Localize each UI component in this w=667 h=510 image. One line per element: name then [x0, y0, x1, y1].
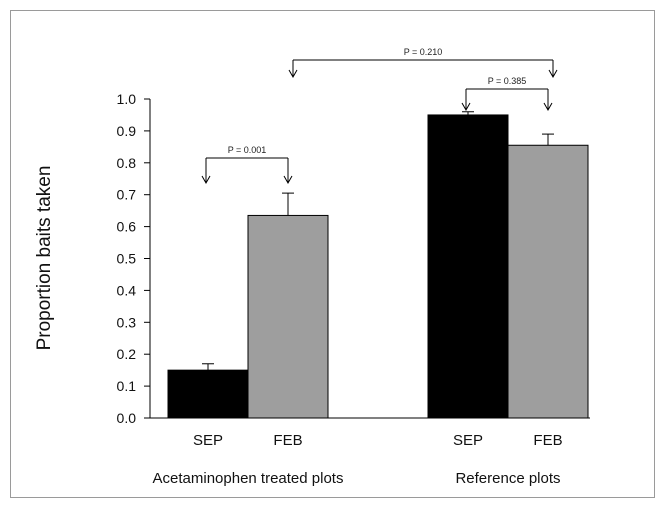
- bracket-arrow: [288, 69, 298, 79]
- y-tick-label: 0.9: [117, 123, 137, 139]
- y-tick-label: 0.7: [117, 187, 137, 203]
- y-tick-label: 0.8: [117, 155, 137, 171]
- y-tick-label: 0.2: [117, 346, 137, 362]
- x-tick-label: SEP: [193, 432, 223, 449]
- y-tick-label: 0.3: [117, 314, 137, 330]
- bar-treated-feb: [247, 214, 329, 419]
- bar-treated-sep: [167, 369, 249, 419]
- y-tick-label: 1.0: [117, 91, 137, 107]
- bracket-arrow: [548, 69, 558, 79]
- x-tick-label: SEP: [453, 432, 483, 449]
- y-tick-label: 0.1: [117, 378, 137, 394]
- chart-annotations: P = 0.001 P = 0.385 P = 0.210: [201, 47, 558, 185]
- bracket-arrow: [543, 102, 553, 112]
- bracket-arrow: [283, 175, 293, 185]
- y-tick-label: 0.6: [117, 219, 137, 235]
- chart-axes: 0.0 0.1 0.2 0.3 0.4 0.5 0.6 0.7 0.8 0.9 1.0 SEP FEB A…: [117, 91, 590, 487]
- p-value-label: P = 0.385: [488, 76, 527, 86]
- bar-reference-feb: [507, 144, 589, 419]
- bar-reference-sep: [427, 114, 509, 419]
- bracket-arrow: [461, 102, 471, 112]
- p-value-label: P = 0.001: [228, 145, 267, 155]
- x-tick-label: FEB: [533, 432, 562, 449]
- x-tick-label: FEB: [273, 432, 302, 449]
- y-tick-label: 0.0: [117, 410, 137, 426]
- bracket-arrow: [201, 175, 211, 185]
- group-label: Reference plots: [455, 470, 560, 487]
- y-axis-label: Proportion baits taken: [34, 166, 55, 351]
- y-tick-label: 0.4: [117, 282, 137, 298]
- y-tick-label: 0.5: [117, 251, 137, 267]
- p-value-label: P = 0.210: [404, 47, 443, 57]
- chart-bars: [167, 111, 589, 419]
- group-label: Acetaminophen treated plots: [153, 470, 344, 487]
